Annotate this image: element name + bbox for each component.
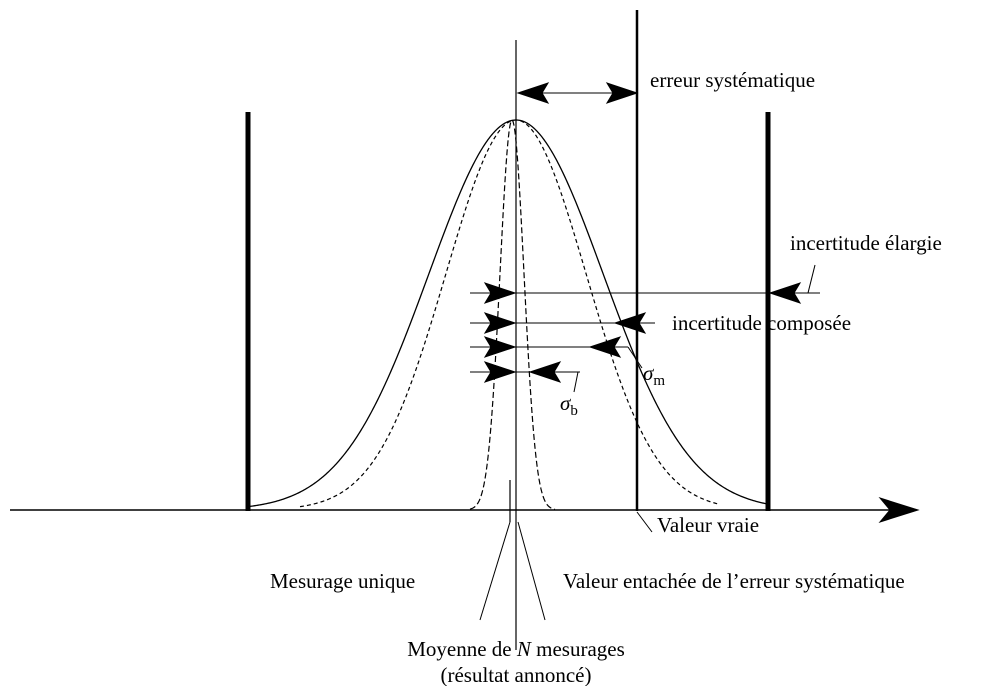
symbol: σ — [560, 391, 572, 415]
arrowhead — [483, 361, 517, 383]
arrowhead — [613, 312, 647, 334]
arrowhead — [516, 82, 550, 104]
label: Mesurage unique — [270, 569, 415, 593]
arrowhead — [483, 336, 517, 358]
curve-dashed — [299, 119, 721, 508]
arrowhead — [605, 82, 639, 104]
leader — [627, 346, 643, 369]
leader — [517, 521, 546, 621]
subscript: m — [653, 373, 665, 389]
curve-narrow — [469, 118, 556, 510]
leader — [573, 371, 579, 393]
curve-solid — [249, 119, 769, 508]
label: incertitude élargie — [790, 231, 942, 255]
text: Moyenne de — [407, 637, 517, 661]
label: σb — [560, 391, 578, 419]
label: incertitude composée — [672, 311, 851, 335]
leader — [807, 264, 816, 294]
drawing — [10, 10, 920, 650]
symbol: σ — [643, 361, 655, 385]
label: erreur systématique — [650, 68, 815, 92]
label: Valeur vraie — [657, 513, 759, 537]
symbol: N — [516, 637, 532, 661]
arrowhead — [588, 336, 622, 358]
leader — [479, 521, 511, 621]
arrowhead — [483, 282, 517, 304]
arrowhead — [768, 282, 802, 304]
leader — [636, 511, 653, 533]
arrowhead — [528, 361, 562, 383]
label: (résultat annoncé) — [440, 663, 591, 686]
subscript: b — [570, 403, 578, 419]
arrowhead — [483, 312, 517, 334]
label: σm — [643, 361, 665, 389]
label: Valeur entachée de l’erreur systématique — [563, 569, 905, 593]
label: Moyenne de N mesurages — [407, 637, 625, 661]
text: mesurages — [531, 637, 625, 661]
axis-arrow — [878, 497, 920, 523]
